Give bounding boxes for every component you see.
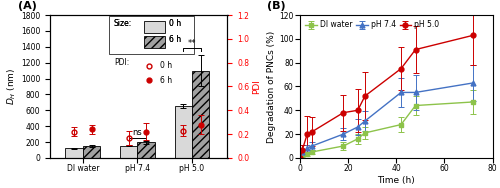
FancyBboxPatch shape xyxy=(144,21,166,33)
Y-axis label: Degradation of PNCs (%): Degradation of PNCs (%) xyxy=(268,30,276,143)
FancyBboxPatch shape xyxy=(144,36,166,48)
Text: (B): (B) xyxy=(268,1,286,11)
Bar xyxy=(192,71,210,158)
Text: Size:: Size: xyxy=(114,19,132,28)
Text: 0 h: 0 h xyxy=(169,19,181,28)
Text: (A): (A) xyxy=(18,1,37,11)
Y-axis label: $D_H$ (nm): $D_H$ (nm) xyxy=(6,68,18,105)
Text: ns: ns xyxy=(132,128,142,137)
Bar xyxy=(138,143,155,158)
X-axis label: Time (h): Time (h) xyxy=(378,176,415,185)
Bar xyxy=(66,148,83,158)
Text: 6 h: 6 h xyxy=(169,35,181,44)
Text: 0 h: 0 h xyxy=(169,19,181,28)
Legend: DI water, pH 7.4, pH 5.0: DI water, pH 7.4, pH 5.0 xyxy=(304,19,441,31)
Bar xyxy=(120,146,138,158)
Text: **: ** xyxy=(188,39,196,48)
Y-axis label: PDI: PDI xyxy=(252,79,261,94)
Bar xyxy=(83,146,100,158)
Text: 6 h: 6 h xyxy=(160,76,172,85)
Text: PDI:: PDI: xyxy=(114,58,129,67)
Text: Size:: Size: xyxy=(114,19,132,28)
Bar xyxy=(174,106,192,158)
FancyBboxPatch shape xyxy=(144,21,166,33)
FancyBboxPatch shape xyxy=(144,36,166,48)
Bar xyxy=(108,17,194,54)
Text: 6 h: 6 h xyxy=(169,35,181,44)
Text: 0 h: 0 h xyxy=(160,61,172,70)
